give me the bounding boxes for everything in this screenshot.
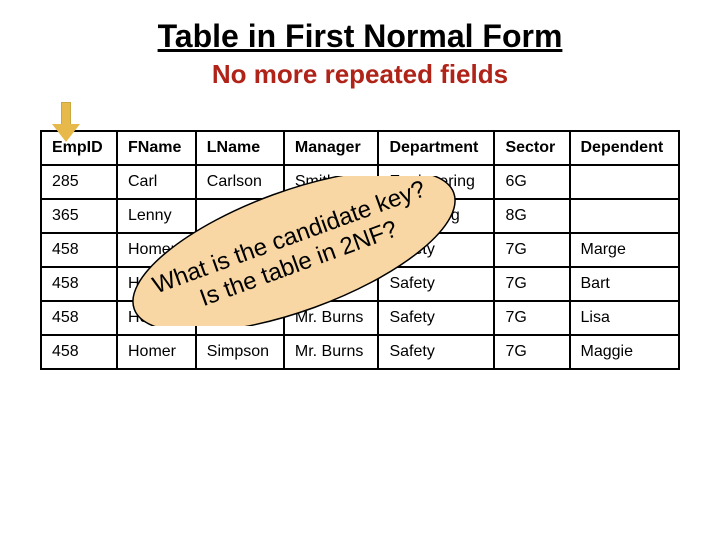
- table-cell: Simpson: [196, 301, 284, 335]
- table-cell: Safety: [378, 335, 494, 369]
- table-cell: 458: [41, 335, 117, 369]
- col-manager: Manager: [284, 131, 379, 165]
- table-cell: Simpson: [196, 233, 284, 267]
- table-cell: Homer: [117, 301, 196, 335]
- table-cell: [196, 199, 284, 233]
- table-cell: Carl: [117, 165, 196, 199]
- table-cell: Marge: [570, 233, 680, 267]
- table-cell: Homer: [117, 335, 196, 369]
- table-cell: Mr. Burns: [284, 301, 379, 335]
- table-row: 458HomerSimpsonMr. BurnsSafety7GMaggie: [41, 335, 679, 369]
- slide-subtitle: No more repeated fields: [0, 59, 720, 90]
- table-cell: Safety: [378, 301, 494, 335]
- table-row: 285CarlCarlsonSmithersEngineering6G: [41, 165, 679, 199]
- table-cell: 7G: [494, 301, 569, 335]
- table-cell: Safety: [378, 267, 494, 301]
- table-cell: Maggie: [570, 335, 680, 369]
- table-cell: Homer: [117, 267, 196, 301]
- table-header-row: EmpID FName LName Manager Department Sec…: [41, 131, 679, 165]
- table-cell: [570, 199, 680, 233]
- table-cell: 458: [41, 233, 117, 267]
- table-cell: Marketing: [378, 199, 494, 233]
- table-cell: 6G: [494, 165, 569, 199]
- slide: Table in First Normal Form No more repea…: [0, 0, 720, 540]
- down-arrow-icon: [52, 102, 80, 146]
- table-cell: 7G: [494, 233, 569, 267]
- col-department: Department: [378, 131, 494, 165]
- col-fname: FName: [117, 131, 196, 165]
- table-cell: Safety: [378, 233, 494, 267]
- table-row: 458HomerSimpsonMr. BurnsSafety7GMarge: [41, 233, 679, 267]
- table-row: 458HomerSimpsonMr. BurnsSafety7GBart: [41, 267, 679, 301]
- col-sector: Sector: [494, 131, 569, 165]
- slide-title: Table in First Normal Form: [0, 18, 720, 55]
- table-cell: Lenny: [117, 199, 196, 233]
- table-cell: Carlson: [196, 165, 284, 199]
- col-dependent: Dependent: [570, 131, 680, 165]
- table-cell: Mr. Burns: [284, 233, 379, 267]
- table-cell: 458: [41, 301, 117, 335]
- table-cell: Mr. Burns: [284, 267, 379, 301]
- table-cell: 7G: [494, 335, 569, 369]
- table-cell: Smithers: [284, 199, 379, 233]
- table-cell: Simpson: [196, 267, 284, 301]
- employee-table: EmpID FName LName Manager Department Sec…: [40, 130, 680, 370]
- table-cell: 285: [41, 165, 117, 199]
- table-cell: [570, 165, 680, 199]
- table-cell: Smithers: [284, 165, 379, 199]
- table-cell: Mr. Burns: [284, 335, 379, 369]
- table-row: 458HomerSimpsonMr. BurnsSafety7GLisa: [41, 301, 679, 335]
- employee-table-body: 285CarlCarlsonSmithersEngineering6G365Le…: [41, 165, 679, 369]
- table-cell: 8G: [494, 199, 569, 233]
- table-cell: Engineering: [378, 165, 494, 199]
- col-lname: LName: [196, 131, 284, 165]
- table-row: 365Lenny SmithersMarketing8G: [41, 199, 679, 233]
- table-cell: 365: [41, 199, 117, 233]
- table-cell: 458: [41, 267, 117, 301]
- table-cell: Homer: [117, 233, 196, 267]
- table-cell: Simpson: [196, 335, 284, 369]
- table-cell: Bart: [570, 267, 680, 301]
- table-cell: Lisa: [570, 301, 680, 335]
- table-cell: 7G: [494, 267, 569, 301]
- title-text: Table in First Normal Form: [158, 18, 563, 54]
